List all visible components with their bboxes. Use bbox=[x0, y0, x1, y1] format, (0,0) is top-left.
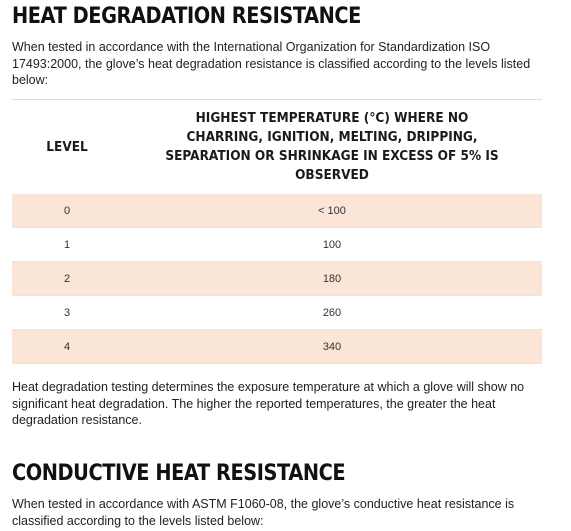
temperature-header-label: HIGHEST TEMPERATURE (°C) WHERE NO CHARRI… bbox=[165, 110, 499, 183]
level-cell: 0 bbox=[12, 194, 122, 228]
level-cell: 1 bbox=[12, 227, 122, 262]
table-row: 2 180 bbox=[12, 261, 542, 296]
table-row: 0 < 100 bbox=[12, 194, 542, 228]
level-cell: 3 bbox=[12, 295, 122, 330]
temperature-cell: 180 bbox=[122, 261, 542, 296]
temperature-cell: < 100 bbox=[122, 194, 542, 228]
level-column-header: LEVEL bbox=[12, 100, 122, 194]
temperature-column-header: HIGHEST TEMPERATURE (°C) WHERE NO CHARRI… bbox=[122, 100, 542, 194]
heat-degradation-intro: When tested in accordance with the Inter… bbox=[12, 40, 531, 87]
heat-degradation-title: HEAT DEGRADATION RESISTANCE bbox=[12, 4, 361, 29]
section-divider bbox=[12, 99, 542, 100]
table-row: 3 260 bbox=[12, 295, 542, 330]
temperature-cell: 340 bbox=[122, 329, 542, 364]
temperature-cell: 260 bbox=[122, 295, 542, 330]
temperature-cell: 100 bbox=[122, 227, 542, 262]
table-row: 4 340 bbox=[12, 329, 542, 364]
level-header-label: LEVEL bbox=[46, 138, 88, 155]
conductive-heat-title: CONDUCTIVE HEAT RESISTANCE bbox=[12, 461, 346, 486]
level-cell: 2 bbox=[12, 261, 122, 296]
heat-degradation-description: Heat degradation testing determines the … bbox=[12, 380, 525, 427]
table-header-row: LEVEL HIGHEST TEMPERATURE (°C) WHERE NO … bbox=[12, 100, 542, 194]
level-cell: 4 bbox=[12, 329, 122, 364]
heat-degradation-table: LEVEL HIGHEST TEMPERATURE (°C) WHERE NO … bbox=[12, 100, 542, 364]
conductive-heat-intro: When tested in accordance with ASTM F106… bbox=[12, 497, 515, 528]
table-row: 1 100 bbox=[12, 227, 542, 262]
